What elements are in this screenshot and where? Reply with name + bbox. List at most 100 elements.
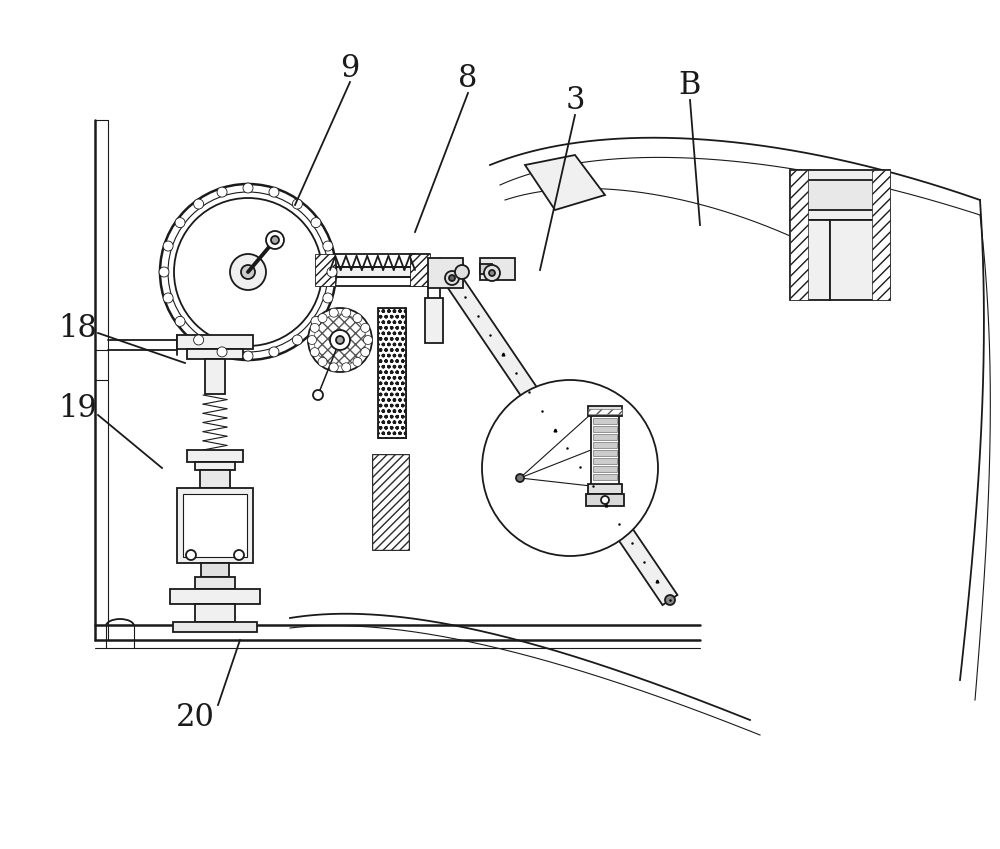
Bar xyxy=(183,494,247,557)
Circle shape xyxy=(484,265,500,281)
Text: 19: 19 xyxy=(59,392,97,424)
Circle shape xyxy=(269,347,279,357)
Bar xyxy=(173,622,257,632)
Circle shape xyxy=(174,198,322,346)
Circle shape xyxy=(308,308,372,372)
Bar xyxy=(240,267,440,277)
Bar xyxy=(593,458,617,464)
Circle shape xyxy=(342,308,351,318)
Circle shape xyxy=(445,271,459,285)
Circle shape xyxy=(353,357,362,367)
Bar xyxy=(872,170,890,300)
Bar xyxy=(593,426,617,432)
Bar xyxy=(195,462,235,470)
Bar xyxy=(410,254,430,286)
Circle shape xyxy=(310,323,319,332)
Bar xyxy=(170,589,260,604)
Circle shape xyxy=(449,275,455,281)
Bar xyxy=(378,308,406,438)
Bar xyxy=(177,488,253,563)
Circle shape xyxy=(168,192,328,352)
Bar xyxy=(187,450,243,462)
Bar xyxy=(373,455,409,550)
Bar xyxy=(790,170,808,300)
Circle shape xyxy=(361,323,370,332)
Bar xyxy=(201,563,229,577)
Circle shape xyxy=(217,347,227,357)
Bar xyxy=(800,180,880,210)
Circle shape xyxy=(311,217,321,228)
Bar xyxy=(200,470,230,488)
Bar xyxy=(195,604,235,622)
Circle shape xyxy=(243,183,253,193)
Circle shape xyxy=(482,380,658,556)
Circle shape xyxy=(364,335,372,345)
Polygon shape xyxy=(525,155,605,210)
Bar xyxy=(177,335,253,349)
Bar xyxy=(593,466,617,472)
Circle shape xyxy=(175,317,185,326)
Text: 9: 9 xyxy=(340,53,360,83)
Circle shape xyxy=(194,199,204,209)
Circle shape xyxy=(175,217,185,228)
Bar xyxy=(830,220,890,300)
Circle shape xyxy=(601,496,609,504)
Bar xyxy=(480,258,515,280)
Circle shape xyxy=(323,293,333,303)
Circle shape xyxy=(163,293,173,303)
Circle shape xyxy=(489,270,495,276)
Circle shape xyxy=(665,595,675,605)
Bar xyxy=(593,450,617,456)
Circle shape xyxy=(163,241,173,251)
Bar xyxy=(790,220,830,300)
Bar xyxy=(588,484,622,494)
Circle shape xyxy=(323,241,333,251)
Circle shape xyxy=(455,265,469,279)
Circle shape xyxy=(313,390,323,400)
Circle shape xyxy=(217,187,227,197)
Circle shape xyxy=(329,308,338,318)
Bar xyxy=(790,170,890,220)
Circle shape xyxy=(361,347,370,357)
Circle shape xyxy=(160,184,336,360)
Circle shape xyxy=(271,236,279,244)
Circle shape xyxy=(234,550,244,560)
Circle shape xyxy=(336,336,344,344)
Circle shape xyxy=(269,187,279,197)
Bar xyxy=(315,254,335,286)
Circle shape xyxy=(292,199,302,209)
Bar xyxy=(187,349,243,359)
Circle shape xyxy=(308,335,316,345)
Text: 20: 20 xyxy=(176,702,214,734)
Polygon shape xyxy=(445,273,677,605)
Text: 3: 3 xyxy=(565,85,585,115)
Bar xyxy=(205,359,225,394)
Bar xyxy=(588,406,622,416)
Bar xyxy=(586,494,624,506)
Bar xyxy=(425,298,443,343)
Bar xyxy=(373,455,409,550)
Circle shape xyxy=(314,314,366,366)
Circle shape xyxy=(318,357,327,367)
Circle shape xyxy=(194,335,204,345)
Circle shape xyxy=(330,330,350,350)
Text: B: B xyxy=(679,70,701,100)
Bar xyxy=(588,409,622,414)
Circle shape xyxy=(318,313,327,323)
Text: 8: 8 xyxy=(458,63,478,93)
Bar xyxy=(593,434,617,440)
Circle shape xyxy=(327,267,337,277)
Circle shape xyxy=(310,347,319,357)
Bar xyxy=(593,418,617,424)
Circle shape xyxy=(186,550,196,560)
Circle shape xyxy=(159,267,169,277)
Circle shape xyxy=(230,254,266,290)
Circle shape xyxy=(311,317,321,326)
Bar xyxy=(195,577,235,589)
Bar xyxy=(593,474,617,480)
Circle shape xyxy=(241,265,255,279)
Circle shape xyxy=(516,474,524,482)
Bar xyxy=(428,258,463,288)
Circle shape xyxy=(266,231,284,249)
Text: 18: 18 xyxy=(59,312,97,344)
